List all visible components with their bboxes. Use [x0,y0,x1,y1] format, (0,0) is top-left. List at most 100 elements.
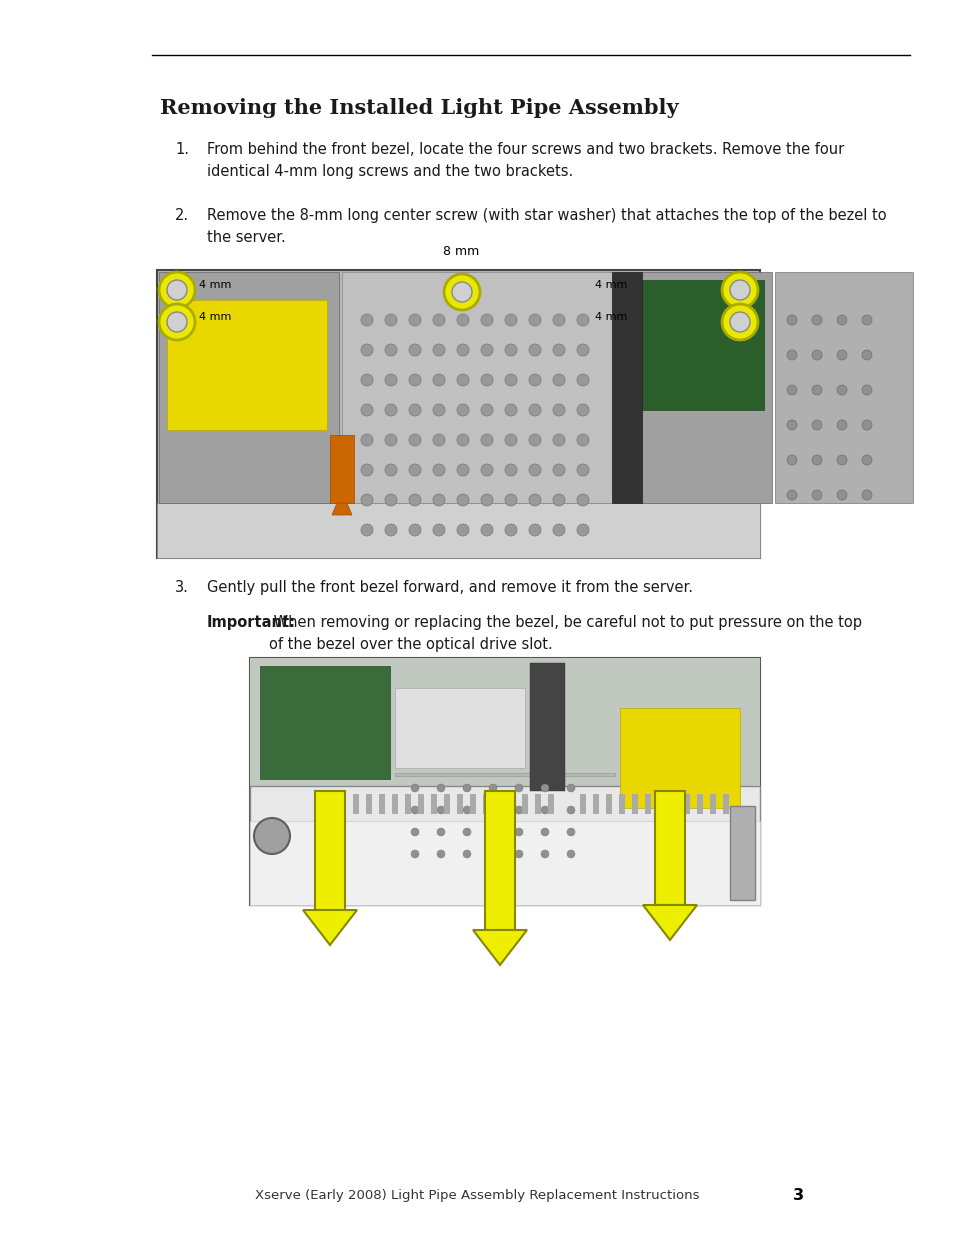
Circle shape [836,385,846,395]
Bar [157,503,760,558]
Text: 4 mm: 4 mm [595,280,627,290]
Circle shape [159,272,194,308]
Circle shape [811,350,821,359]
Circle shape [504,433,517,446]
Circle shape [786,315,796,325]
Bar [353,794,358,814]
Circle shape [409,404,420,416]
Circle shape [529,524,540,536]
Circle shape [462,850,471,858]
Circle shape [462,784,471,792]
Circle shape [811,420,821,430]
Circle shape [433,433,444,446]
Circle shape [786,350,796,359]
Circle shape [433,345,444,356]
Circle shape [456,524,469,536]
Circle shape [504,345,517,356]
Circle shape [409,374,420,387]
Bar [709,794,716,814]
Circle shape [862,315,871,325]
Circle shape [862,454,871,466]
Circle shape [167,280,187,300]
Circle shape [836,420,846,430]
Bar [617,272,771,503]
Bar [619,708,740,808]
Circle shape [515,827,522,836]
Bar [644,794,650,814]
Circle shape [577,314,588,326]
Circle shape [577,345,588,356]
Bar [482,794,489,814]
Circle shape [489,806,497,814]
Circle shape [456,345,469,356]
Circle shape [452,282,472,303]
Circle shape [385,464,396,475]
Circle shape [553,464,564,475]
Circle shape [553,524,564,536]
Circle shape [862,420,871,430]
Circle shape [515,806,522,814]
Circle shape [529,314,540,326]
Text: 3: 3 [792,1188,803,1203]
Circle shape [253,818,290,853]
Circle shape [159,304,194,340]
Circle shape [529,345,540,356]
Circle shape [411,784,418,792]
Bar [655,790,684,905]
Circle shape [577,404,588,416]
Circle shape [721,272,758,308]
Circle shape [409,433,420,446]
Circle shape [811,385,821,395]
Circle shape [786,490,796,500]
Text: 2.: 2. [174,207,189,224]
Bar [443,794,450,814]
Circle shape [411,806,418,814]
Circle shape [577,374,588,387]
Text: 4 mm: 4 mm [595,312,627,322]
Circle shape [433,464,444,475]
Circle shape [436,806,444,814]
Circle shape [515,784,522,792]
Circle shape [836,350,846,359]
Text: Remove the 8-mm long center screw (with star washer) that attaches the top of th: Remove the 8-mm long center screw (with … [207,207,885,246]
Circle shape [786,385,796,395]
Circle shape [553,374,564,387]
Circle shape [504,494,517,506]
Circle shape [360,524,373,536]
Circle shape [504,374,517,387]
Bar [250,658,760,905]
Bar [530,663,564,790]
Circle shape [540,806,548,814]
Bar [729,806,754,900]
Bar [496,794,501,814]
Bar [484,790,515,930]
Circle shape [436,850,444,858]
Bar [579,794,585,814]
Bar [341,272,612,503]
Circle shape [456,494,469,506]
Circle shape [433,374,444,387]
Text: 8 mm: 8 mm [442,245,478,258]
Bar [339,794,346,814]
Text: Gently pull the front bezel forward, and remove it from the server.: Gently pull the front bezel forward, and… [207,580,692,595]
Bar [456,794,462,814]
Bar [683,794,689,814]
Text: 4 mm: 4 mm [199,280,232,290]
Circle shape [566,850,575,858]
Text: Xserve (Early 2008) Light Pipe Assembly Replacement Instructions: Xserve (Early 2008) Light Pipe Assembly … [254,1188,699,1202]
Circle shape [360,404,373,416]
Bar [535,794,540,814]
Circle shape [577,433,588,446]
Circle shape [411,850,418,858]
Polygon shape [473,930,526,965]
Circle shape [504,524,517,536]
Circle shape [480,433,493,446]
Bar [658,794,663,814]
Circle shape [504,464,517,475]
Bar [395,773,615,776]
Circle shape [436,827,444,836]
Circle shape [385,374,396,387]
Circle shape [836,315,846,325]
Circle shape [553,404,564,416]
Circle shape [811,454,821,466]
